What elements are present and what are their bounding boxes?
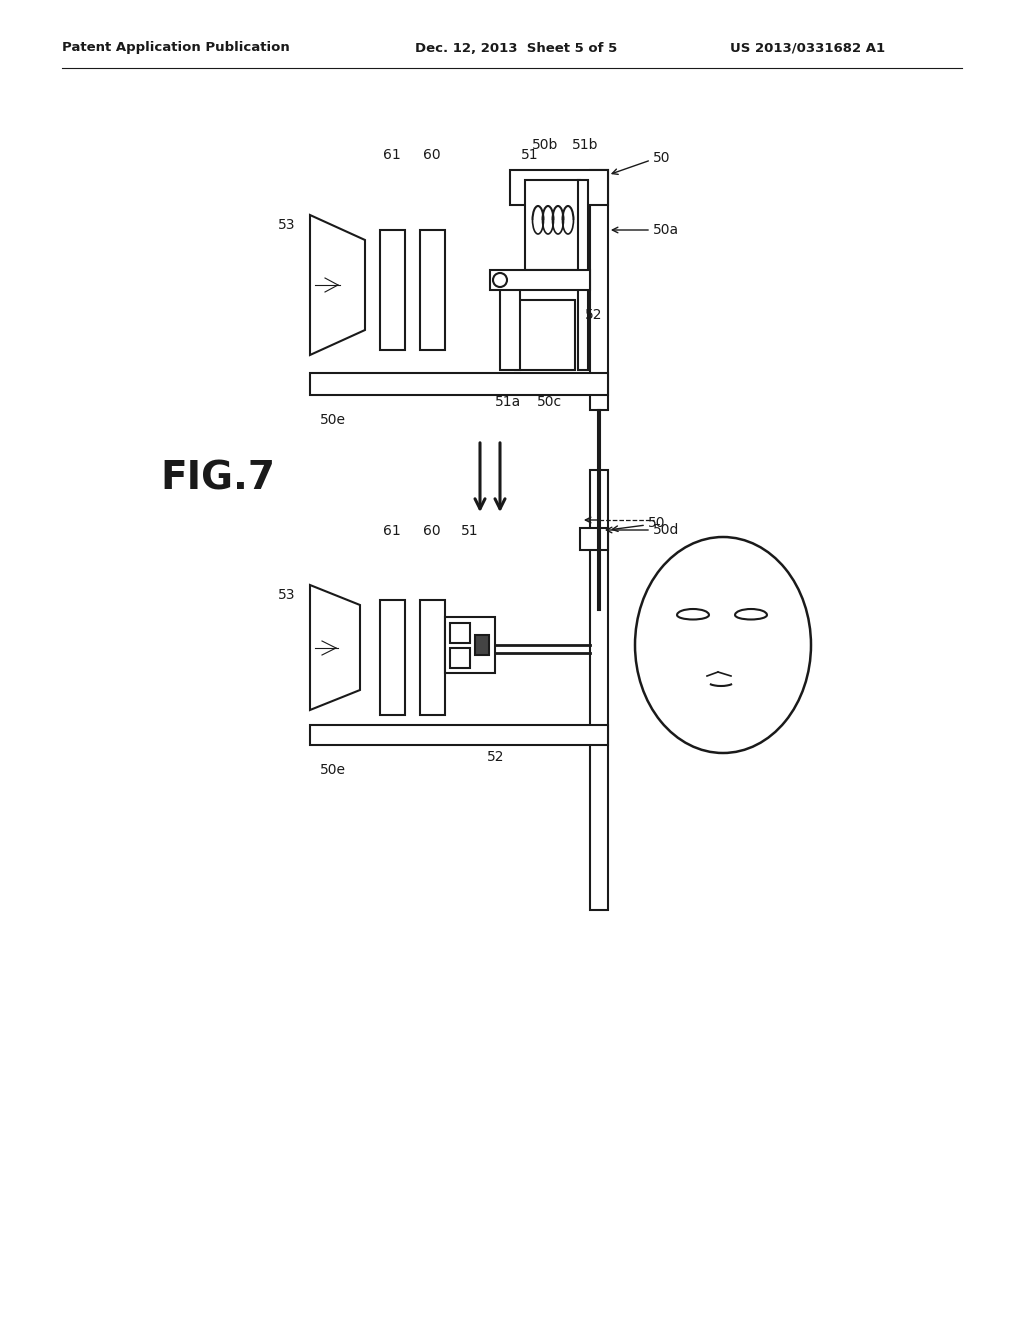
Bar <box>578 180 588 370</box>
Text: 50b: 50b <box>531 139 558 152</box>
Text: 50e: 50e <box>319 763 346 777</box>
Text: 51: 51 <box>521 148 539 162</box>
Bar <box>580 528 608 550</box>
Text: Dec. 12, 2013  Sheet 5 of 5: Dec. 12, 2013 Sheet 5 of 5 <box>415 41 617 54</box>
Bar <box>310 374 608 395</box>
Text: 51b: 51b <box>571 139 598 152</box>
Text: 61: 61 <box>383 148 400 162</box>
Bar <box>500 280 520 370</box>
Text: FIG.7: FIG.7 <box>160 459 275 498</box>
Bar <box>510 170 608 205</box>
Text: 51a: 51a <box>495 395 521 409</box>
Text: 50d: 50d <box>653 523 679 537</box>
Bar <box>515 300 575 370</box>
Text: 60: 60 <box>423 148 440 162</box>
Bar <box>590 470 608 909</box>
Bar <box>490 271 590 290</box>
Bar <box>450 623 470 643</box>
Bar <box>380 230 406 350</box>
Text: 50a: 50a <box>653 223 679 238</box>
Text: 50c: 50c <box>538 395 562 409</box>
Bar <box>420 230 445 350</box>
Text: 53: 53 <box>278 587 295 602</box>
Bar <box>420 601 445 715</box>
Text: 50: 50 <box>648 516 666 531</box>
Text: Patent Application Publication: Patent Application Publication <box>62 41 290 54</box>
Text: 50: 50 <box>653 150 671 165</box>
Text: US 2013/0331682 A1: US 2013/0331682 A1 <box>730 41 885 54</box>
Text: 51: 51 <box>461 524 479 539</box>
Bar <box>450 648 470 668</box>
Text: 53: 53 <box>278 218 295 232</box>
Text: 52: 52 <box>585 308 602 322</box>
Text: 50e: 50e <box>319 413 346 426</box>
Bar <box>590 170 608 411</box>
Bar <box>445 616 495 673</box>
Text: 60: 60 <box>423 524 440 539</box>
Bar <box>525 180 580 271</box>
Circle shape <box>493 273 507 286</box>
Text: 52: 52 <box>487 750 505 764</box>
Bar <box>475 635 489 655</box>
Bar <box>380 601 406 715</box>
Bar <box>310 725 608 744</box>
Text: 61: 61 <box>383 524 400 539</box>
